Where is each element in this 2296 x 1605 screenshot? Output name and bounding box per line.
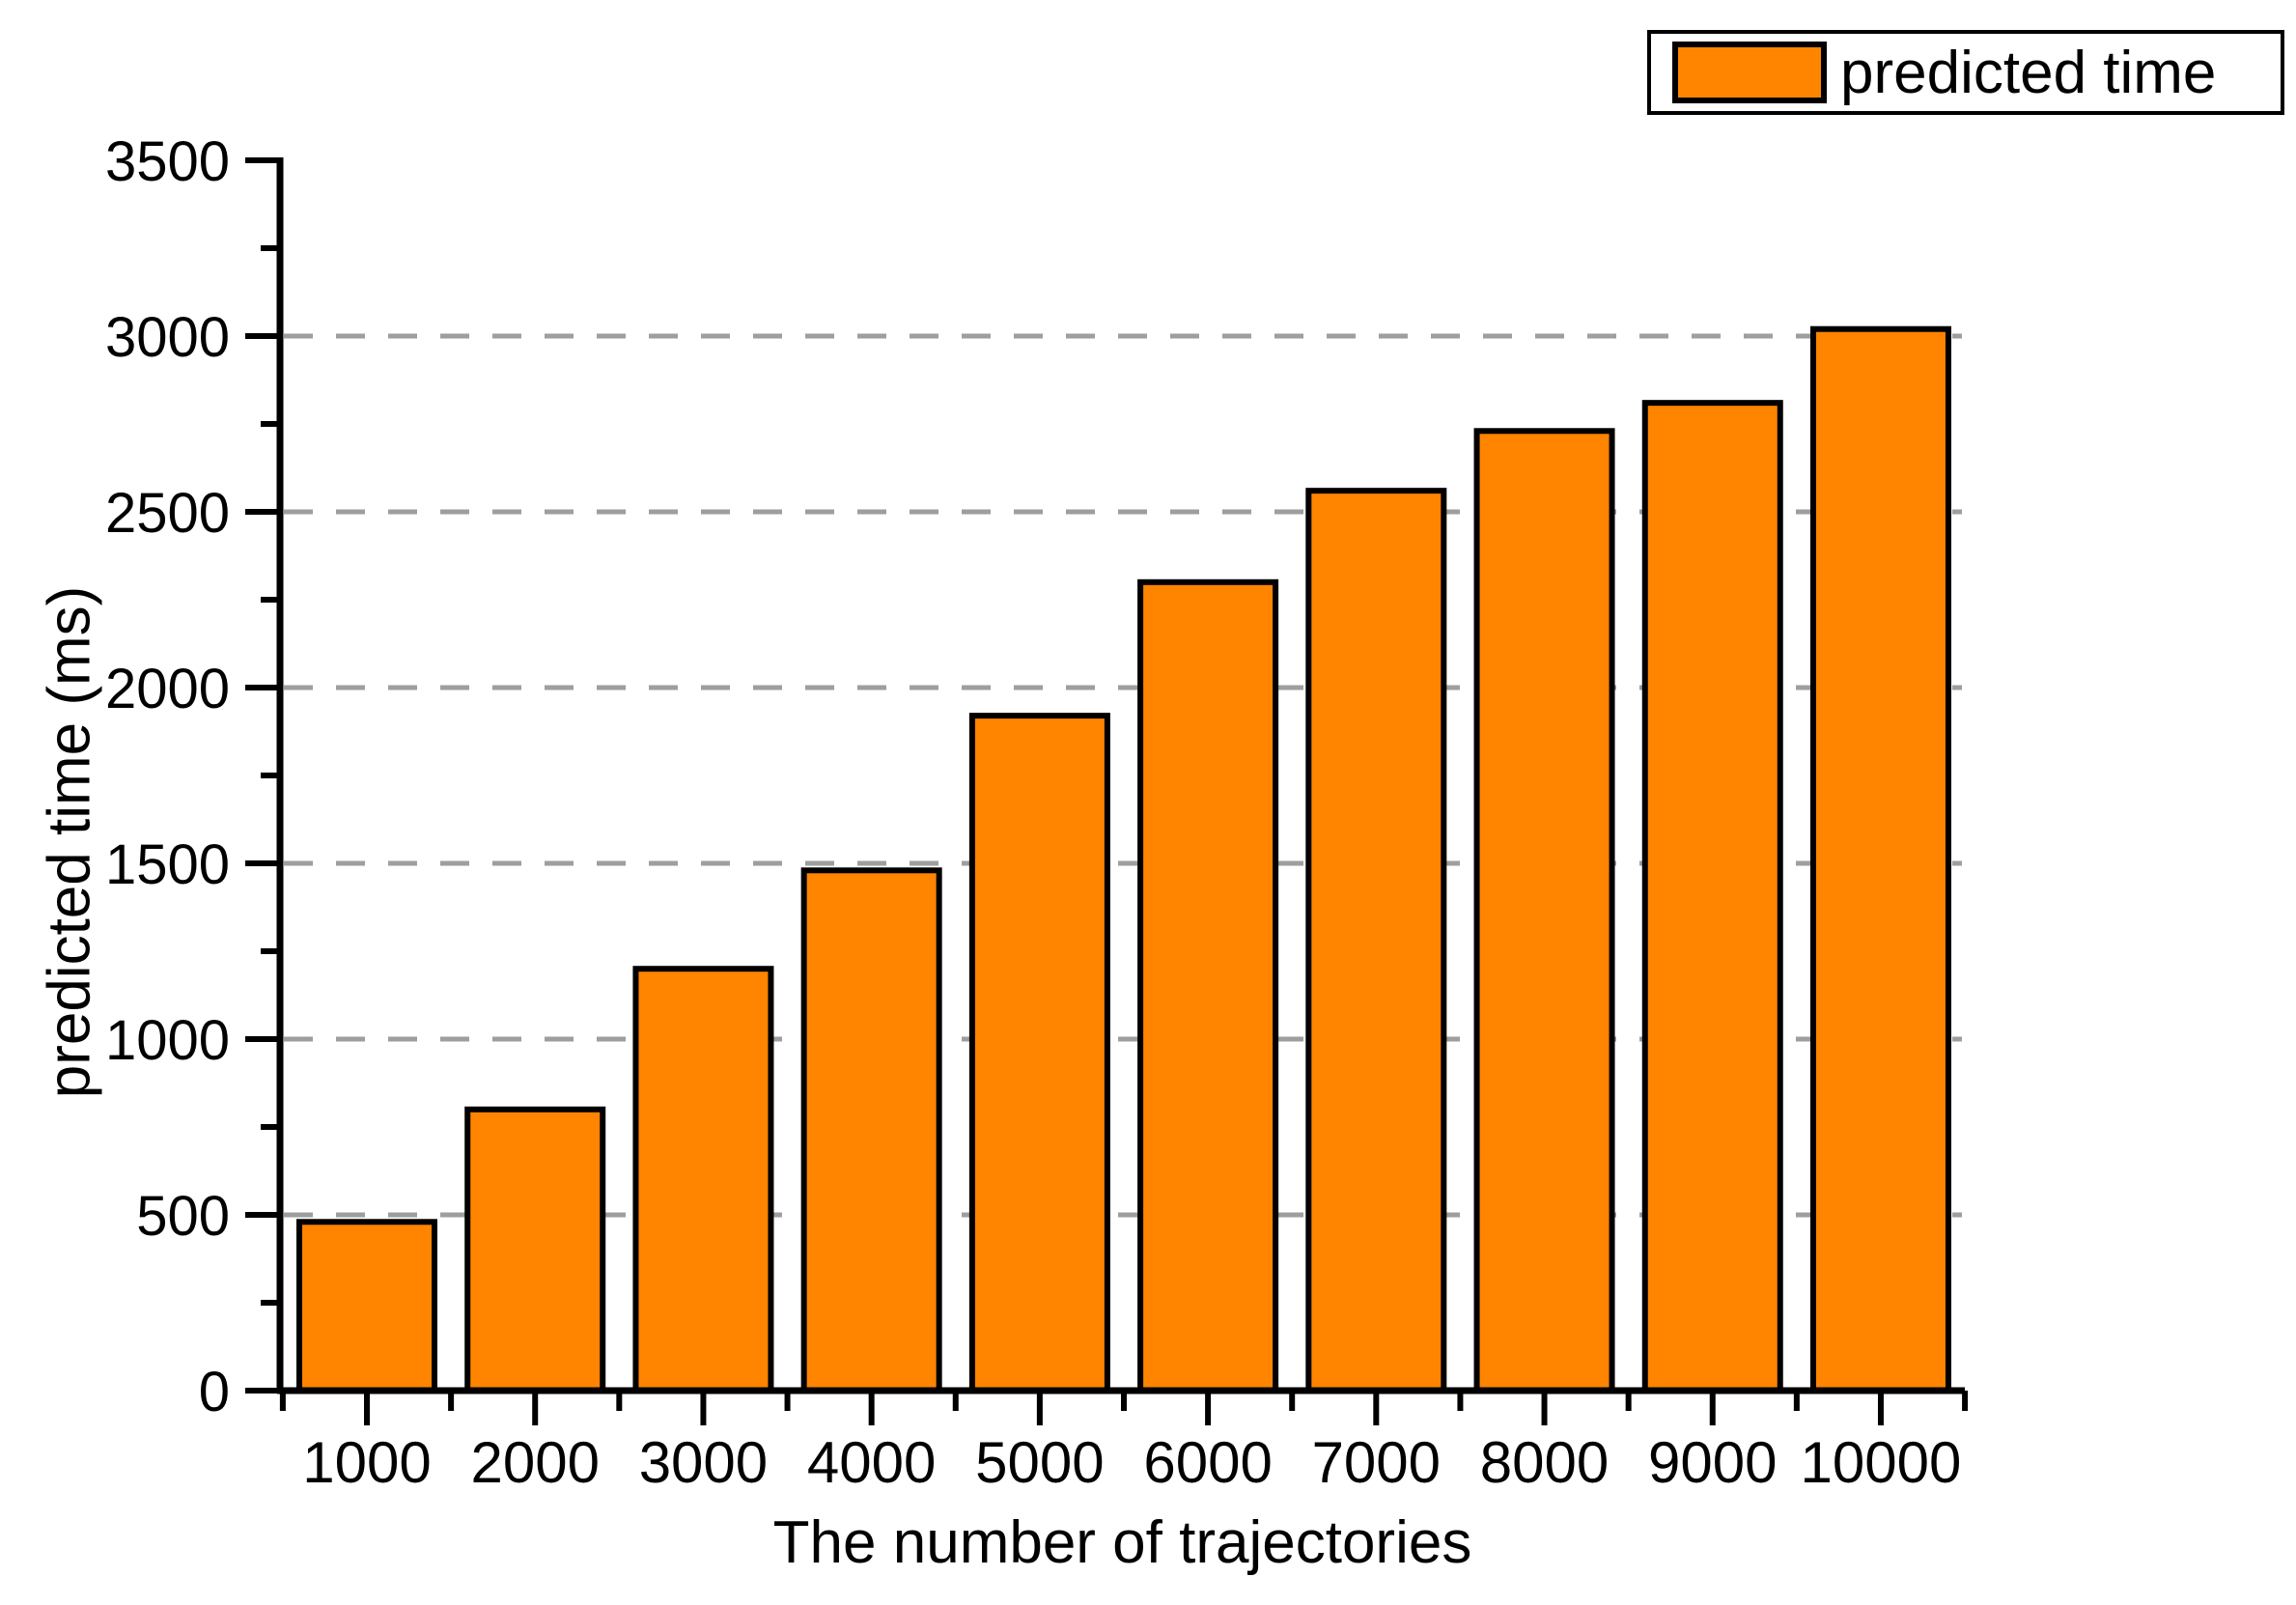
- y-tick-label-3000: 3000: [105, 306, 230, 369]
- bar-7000: [1305, 488, 1447, 1394]
- x-tick-label-10000: 10000: [1801, 1430, 1962, 1495]
- y-tick-label-1500: 1500: [105, 833, 230, 896]
- bar-10000: [1809, 325, 1951, 1394]
- y-tick-label-2000: 2000: [105, 658, 230, 720]
- bar-9000: [1641, 400, 1783, 1394]
- y-tick-label-3500: 3500: [105, 130, 230, 193]
- bar-6000: [1137, 578, 1279, 1394]
- y-tick-label-500: 500: [136, 1185, 230, 1248]
- x-tick-label-3000: 3000: [639, 1430, 768, 1495]
- bar-1000: [296, 1219, 437, 1394]
- x-tick-label-1000: 1000: [302, 1430, 431, 1495]
- x-tick-label-8000: 8000: [1480, 1430, 1609, 1495]
- y-tick-label-1000: 1000: [105, 1009, 230, 1072]
- x-tick-label-5000: 5000: [975, 1430, 1104, 1495]
- bar-2000: [464, 1106, 606, 1394]
- legend-label: predicted time: [1840, 39, 2217, 106]
- bar-3000: [632, 966, 774, 1394]
- bar-5000: [968, 713, 1110, 1394]
- y-axis-title: predicted time (ms): [36, 585, 103, 1099]
- x-tick-label-9000: 9000: [1648, 1430, 1777, 1495]
- legend-swatch-predicted-time: [1672, 42, 1827, 103]
- legend: predicted time: [1647, 30, 2284, 115]
- x-axis-title: The number of trajectories: [772, 1509, 1472, 1576]
- x-tick-label-2000: 2000: [470, 1430, 599, 1495]
- bar-4000: [800, 867, 942, 1394]
- x-tick-label-7000: 7000: [1312, 1430, 1441, 1495]
- y-tick-label-2500: 2500: [105, 482, 230, 545]
- x-tick-label-6000: 6000: [1143, 1430, 1272, 1495]
- bar-8000: [1473, 428, 1615, 1394]
- x-tick-label-4000: 4000: [807, 1430, 936, 1495]
- y-tick-label-0: 0: [199, 1361, 230, 1423]
